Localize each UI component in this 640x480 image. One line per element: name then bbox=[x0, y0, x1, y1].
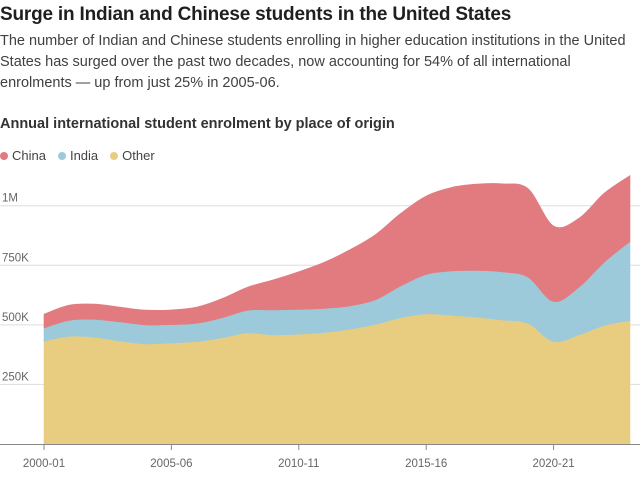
legend-swatch-china bbox=[0, 151, 8, 160]
area-china bbox=[43, 174, 631, 329]
area-series bbox=[43, 174, 631, 445]
stacked-area-chart: 250K 500K 750K 1M 2000-01 2005-06 2010-11 2015… bbox=[0, 174, 640, 470]
x-tick-label: 2020-21 bbox=[532, 458, 574, 470]
legend-item-other: Other bbox=[110, 148, 155, 163]
y-tick-label: 250K bbox=[2, 371, 29, 383]
legend-swatch-india bbox=[57, 151, 66, 160]
x-tick-label: 2010-11 bbox=[278, 458, 319, 470]
legend-swatch-other bbox=[110, 151, 119, 160]
legend-item-china: China bbox=[0, 148, 46, 163]
legend-label-india: India bbox=[69, 148, 99, 163]
x-tick-label: 2005-06 bbox=[150, 458, 192, 470]
x-tick-label: 2000-01 bbox=[23, 458, 65, 470]
y-tick-label: 750K bbox=[2, 252, 29, 264]
x-axis: 2000-01 2005-06 2010-11 2015-16 2020-21 bbox=[0, 444, 640, 470]
chart-title: Annual international student enrolment b… bbox=[0, 116, 395, 132]
y-tick-label: 1M bbox=[2, 193, 18, 205]
y-axis-labels: 250K 500K 750K 1M bbox=[2, 193, 29, 384]
chart-legend: China India Other bbox=[0, 148, 155, 163]
x-tick-label: 2015-16 bbox=[405, 458, 447, 470]
legend-label-china: China bbox=[12, 148, 46, 163]
page-subtitle: The number of Indian and Chinese student… bbox=[0, 33, 626, 91]
y-tick-label: 500K bbox=[2, 312, 29, 324]
legend-label-other: Other bbox=[122, 148, 155, 163]
legend-item-india: India bbox=[57, 148, 99, 163]
page-title: Surge in Indian and Chinese students in … bbox=[0, 4, 512, 25]
